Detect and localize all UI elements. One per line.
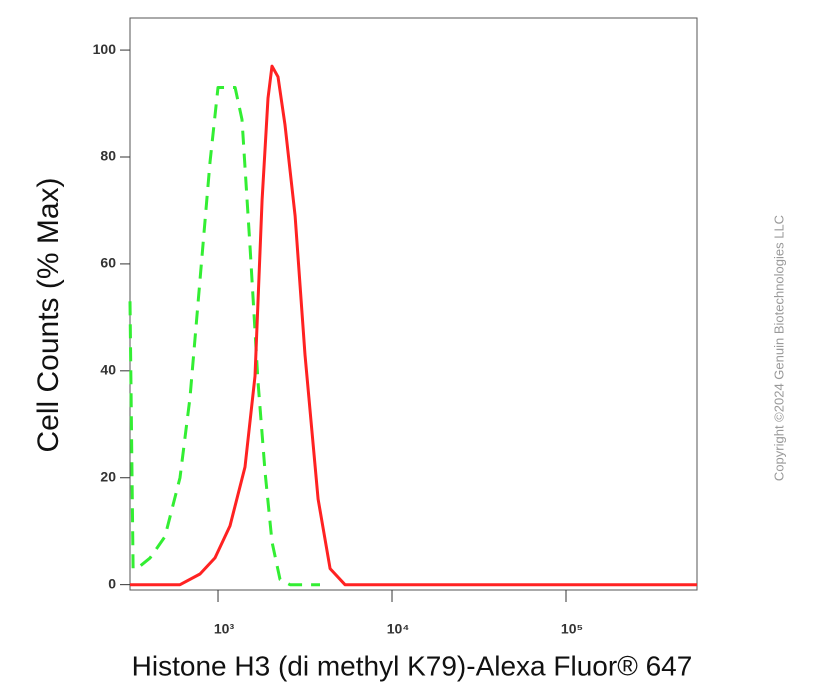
x-tick-label: 10⁴	[387, 621, 410, 637]
y-tick-label: 80	[100, 148, 116, 164]
y-tick-label: 20	[100, 468, 116, 484]
y-axis-label: Cell Counts (% Max)	[32, 177, 65, 452]
y-tick-label: 0	[108, 575, 116, 591]
plot-frame	[129, 17, 698, 591]
x-tick-label: 10³	[214, 621, 235, 637]
copyright: Copyright ©2024 Genuin Biotechnologies L…	[771, 215, 786, 481]
series-line	[128, 86, 320, 587]
x-tick-label: 10⁵	[561, 621, 583, 637]
x-axis-label: Histone H3 (di methyl K79)-Alexa Fluor® …	[132, 650, 693, 681]
y-tick-label: 100	[93, 41, 117, 57]
series-line	[130, 64, 697, 587]
y-tick-label: 40	[100, 362, 116, 378]
y-tick-label: 60	[100, 255, 116, 271]
